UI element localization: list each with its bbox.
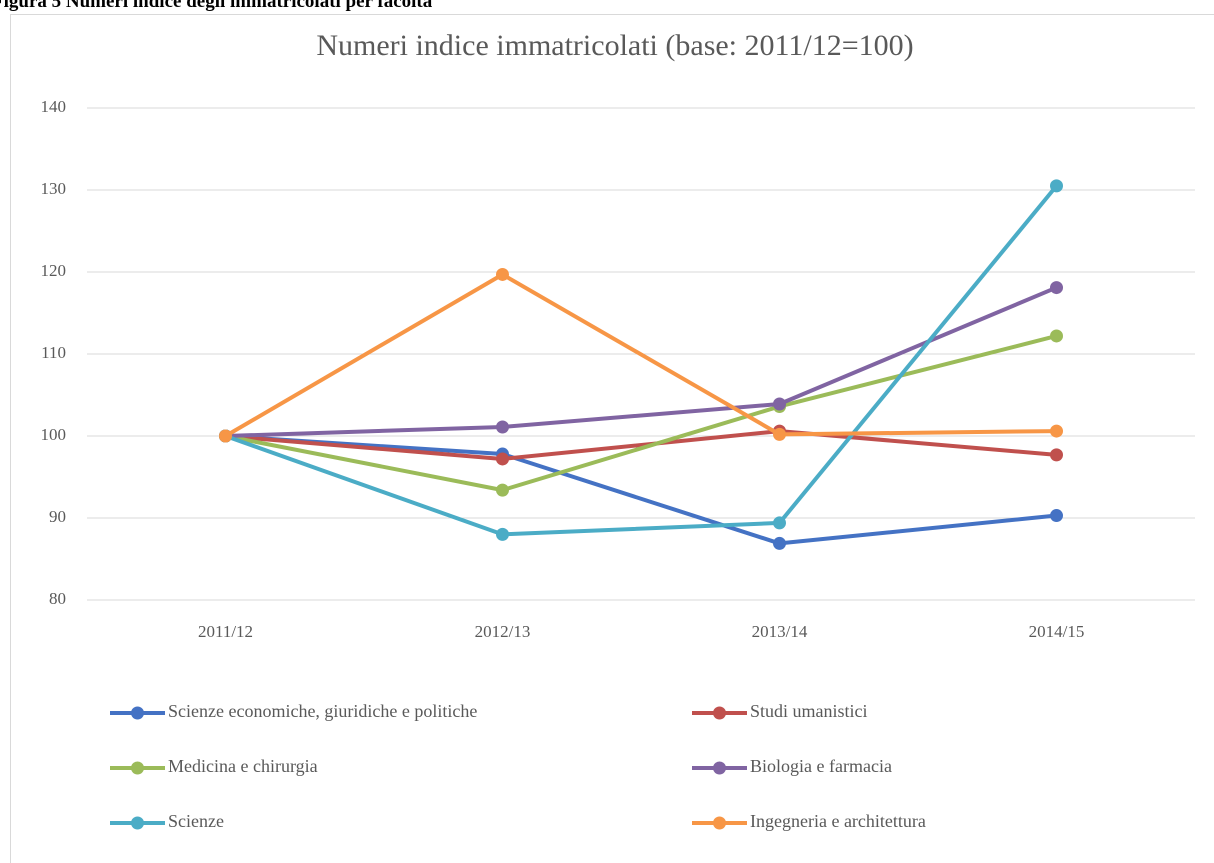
data-point (496, 483, 509, 497)
data-point (773, 427, 786, 441)
y-tick-label: 130 (41, 179, 67, 198)
series-line (224, 272, 1057, 438)
x-tick-label: 2013/14 (752, 622, 808, 641)
data-point (1050, 329, 1063, 343)
data-point (773, 516, 786, 530)
series-line (225, 334, 1057, 493)
legend-label: Ingegneria e architettura (750, 811, 926, 831)
figure-caption: Figura 5 Numeri indice degli immatricola… (0, 0, 433, 12)
data-point (1050, 448, 1063, 462)
series-line (225, 434, 1057, 546)
y-tick-label: 110 (41, 343, 66, 362)
data-point (773, 397, 786, 411)
y-tick-label: 90 (49, 507, 66, 526)
x-tick-label: 2012/13 (475, 622, 531, 641)
chart-title: Numeri indice immatricolati (base: 2011/… (316, 29, 913, 62)
series-line (224, 184, 1059, 537)
data-point (496, 452, 509, 466)
data-point (1050, 509, 1063, 523)
data-point (1050, 424, 1063, 438)
legend-label: Scienze (168, 811, 224, 831)
data-point (496, 267, 509, 281)
data-point (496, 420, 509, 434)
legend-label: Medicina e chirurgia (168, 756, 318, 776)
y-tick-label: 140 (41, 97, 67, 116)
series-line (225, 429, 1057, 461)
y-tick-label: 80 (49, 589, 66, 608)
data-point (773, 536, 786, 550)
legend-label: Studi umanistici (750, 701, 868, 721)
legend-label: Scienze economiche, giuridiche e politic… (168, 701, 477, 721)
legend-swatch-marker (131, 706, 144, 720)
y-tick-label: 100 (41, 425, 67, 444)
legend-label: Biologia e farmacia (750, 756, 892, 776)
data-point (219, 429, 232, 443)
legend-swatch-marker (713, 706, 726, 720)
data-point (496, 527, 509, 541)
legend-swatch-marker (131, 816, 144, 830)
legend-swatch-marker (131, 761, 144, 775)
legend-swatch-marker (713, 761, 726, 775)
x-tick-label: 2014/15 (1029, 622, 1085, 641)
data-point (1050, 179, 1063, 193)
series-line (225, 285, 1058, 438)
data-point (1050, 281, 1063, 295)
legend-swatch-marker (713, 816, 726, 830)
chart-border (10, 14, 1214, 863)
x-tick-label: 2011/12 (198, 622, 253, 641)
y-tick-label: 120 (41, 261, 67, 280)
